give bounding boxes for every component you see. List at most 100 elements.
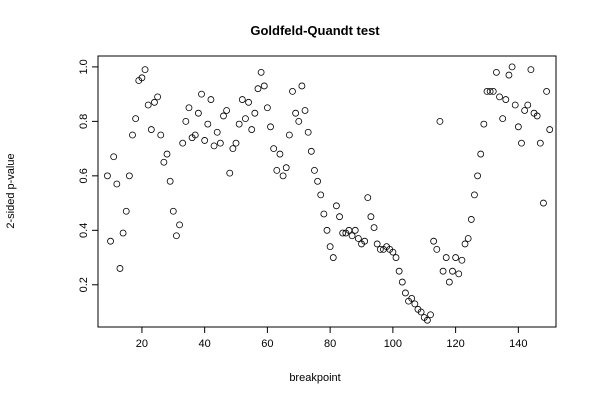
data-point — [455, 270, 463, 278]
data-point — [163, 150, 171, 158]
data-point — [141, 66, 149, 74]
data-point — [433, 245, 441, 253]
data-point — [445, 278, 453, 286]
data-point — [279, 172, 287, 180]
data-point — [107, 237, 114, 245]
data-points — [104, 63, 554, 324]
data-point — [144, 101, 152, 109]
data-point — [104, 172, 111, 180]
data-point — [213, 128, 221, 136]
data-point — [408, 295, 416, 302]
data-point — [298, 82, 306, 90]
data-point — [254, 85, 262, 93]
y-axis-label: 2-sided p-value — [5, 153, 17, 228]
data-point — [257, 68, 265, 76]
data-point — [151, 98, 158, 106]
data-point — [518, 139, 525, 147]
data-point — [245, 98, 252, 106]
data-point — [461, 240, 469, 248]
data-point — [367, 213, 375, 221]
data-point — [333, 202, 340, 210]
data-point — [270, 145, 278, 153]
data-point — [204, 120, 212, 128]
y-tick-label: 0.8 — [78, 114, 90, 129]
data-point — [336, 213, 343, 221]
data-point — [402, 289, 409, 297]
data-point — [207, 96, 215, 103]
data-point — [458, 256, 466, 264]
data-point — [323, 226, 331, 234]
data-point — [527, 66, 535, 74]
x-tick-label: 100 — [384, 338, 402, 350]
data-point — [370, 224, 378, 231]
data-point — [311, 166, 318, 174]
data-point — [229, 145, 237, 153]
data-point — [317, 191, 325, 199]
data-point — [301, 107, 309, 114]
data-point — [138, 74, 146, 82]
data-point — [160, 158, 168, 166]
data-point — [113, 180, 121, 188]
y-tick-label: 0.2 — [78, 277, 90, 292]
data-point — [354, 235, 362, 242]
data-point — [216, 139, 224, 147]
data-point — [389, 248, 397, 256]
data-point — [182, 117, 190, 125]
data-point — [546, 126, 554, 133]
data-point — [505, 71, 513, 79]
x-tick-label: 40 — [199, 338, 211, 350]
data-point — [194, 109, 202, 117]
data-point — [524, 101, 532, 109]
data-point — [480, 120, 488, 128]
data-point — [125, 172, 133, 180]
data-point — [436, 117, 444, 125]
data-point — [248, 126, 256, 133]
y-tick-label: 1.0 — [78, 59, 90, 74]
data-point — [179, 139, 187, 147]
x-tick-label: 20 — [136, 338, 148, 350]
data-point — [132, 115, 140, 123]
data-point — [348, 232, 356, 240]
data-point — [166, 177, 174, 185]
data-point — [326, 243, 334, 251]
data-point — [157, 131, 165, 139]
data-point — [543, 88, 550, 95]
data-point — [536, 139, 544, 147]
chart-title: Goldfeld-Quandt test — [250, 23, 380, 38]
data-point — [339, 229, 347, 237]
data-point — [417, 308, 425, 316]
data-point — [398, 278, 406, 286]
data-point — [198, 90, 205, 98]
data-point — [191, 131, 199, 139]
data-point — [289, 88, 296, 95]
data-point — [361, 237, 369, 245]
data-point — [533, 112, 541, 120]
data-point — [273, 166, 281, 174]
data-point — [320, 210, 328, 218]
data-point — [486, 88, 494, 95]
data-point — [464, 235, 472, 242]
x-tick-label: 120 — [446, 338, 464, 350]
y-tick-label: 0.4 — [78, 223, 90, 238]
data-point — [499, 115, 507, 123]
data-point — [116, 265, 124, 272]
plot-frame — [97, 55, 557, 328]
data-point — [474, 172, 481, 180]
data-point — [452, 254, 460, 261]
data-point — [514, 123, 522, 131]
data-point — [304, 128, 312, 136]
data-point — [235, 120, 243, 128]
data-point — [373, 240, 381, 248]
data-point — [263, 104, 271, 112]
data-point — [173, 232, 180, 240]
data-point — [276, 150, 284, 158]
data-point — [154, 93, 162, 101]
data-point — [238, 96, 246, 103]
data-point — [364, 194, 372, 202]
data-point — [210, 142, 218, 150]
data-point — [477, 150, 485, 158]
data-point — [122, 207, 130, 215]
data-point — [176, 221, 183, 229]
data-point — [489, 88, 497, 95]
data-point — [232, 139, 240, 147]
